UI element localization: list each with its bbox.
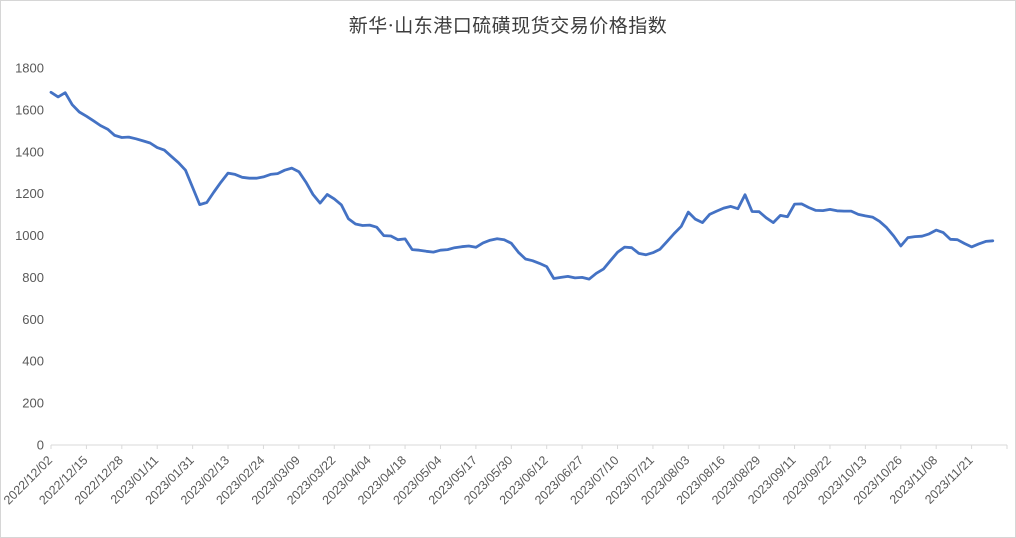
y-axis-tick-label: 200 <box>22 396 44 411</box>
chart-title: 新华·山东港口硫磺现货交易价格指数 <box>348 15 668 37</box>
y-axis-tick-label: 1400 <box>15 144 44 159</box>
price-index-line <box>49 90 995 281</box>
y-axis-tick-label: 800 <box>22 270 44 285</box>
y-axis-tick-label: 1600 <box>15 102 44 117</box>
y-axis-tick-label: 1200 <box>15 186 44 201</box>
y-axis-tick-label: 1800 <box>15 61 44 76</box>
y-axis-tick-label: 400 <box>22 354 44 369</box>
y-axis-tick-label: 1000 <box>15 228 44 243</box>
y-axis-tick-label: 600 <box>22 312 44 327</box>
y-axis-tick-label: 0 <box>37 438 44 453</box>
